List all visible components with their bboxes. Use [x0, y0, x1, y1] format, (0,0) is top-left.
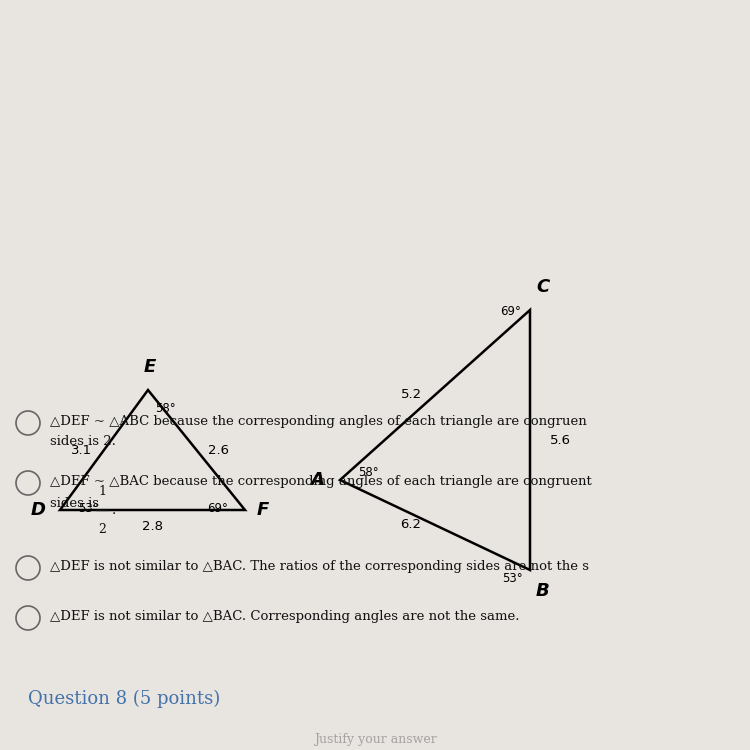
Text: A: A — [310, 471, 324, 489]
Text: △DEF is not similar to △BAC. Corresponding angles are not the same.: △DEF is not similar to △BAC. Correspondi… — [50, 610, 520, 623]
Text: 58°: 58° — [358, 466, 379, 478]
Text: 69°: 69° — [500, 305, 520, 318]
Text: E: E — [144, 358, 156, 376]
Text: 2: 2 — [98, 523, 106, 536]
Text: 69°: 69° — [207, 502, 228, 515]
Text: △DEF ~ △BAC because the corresponding angles of each triangle are congruent: △DEF ~ △BAC because the corresponding an… — [50, 475, 592, 488]
Text: sides is: sides is — [50, 497, 104, 510]
Text: 1: 1 — [98, 485, 106, 498]
Text: D: D — [31, 501, 46, 519]
Text: 5.2: 5.2 — [400, 388, 422, 401]
Text: 58°: 58° — [155, 402, 176, 415]
Text: △DEF is not similar to △BAC. The ratios of the corresponding sides are not the s: △DEF is not similar to △BAC. The ratios … — [50, 560, 589, 573]
Text: 53°: 53° — [78, 502, 99, 515]
Text: .: . — [112, 503, 116, 517]
Text: 53°: 53° — [502, 572, 523, 585]
Text: C: C — [536, 278, 549, 296]
Text: △DEF ~ △ABC because the corresponding angles of each triangle are congruen: △DEF ~ △ABC because the corresponding an… — [50, 415, 587, 428]
Text: 2.8: 2.8 — [142, 520, 163, 532]
Text: F: F — [257, 501, 269, 519]
Text: Question 8 (5 points): Question 8 (5 points) — [28, 690, 220, 708]
Text: Justify your answer: Justify your answer — [314, 734, 436, 746]
Text: 2.6: 2.6 — [208, 443, 229, 457]
Text: sides is 2.: sides is 2. — [50, 435, 116, 448]
Text: B: B — [536, 582, 550, 600]
Text: 5.6: 5.6 — [550, 433, 571, 446]
Text: 6.2: 6.2 — [400, 518, 422, 532]
Text: 3.1: 3.1 — [71, 443, 92, 457]
